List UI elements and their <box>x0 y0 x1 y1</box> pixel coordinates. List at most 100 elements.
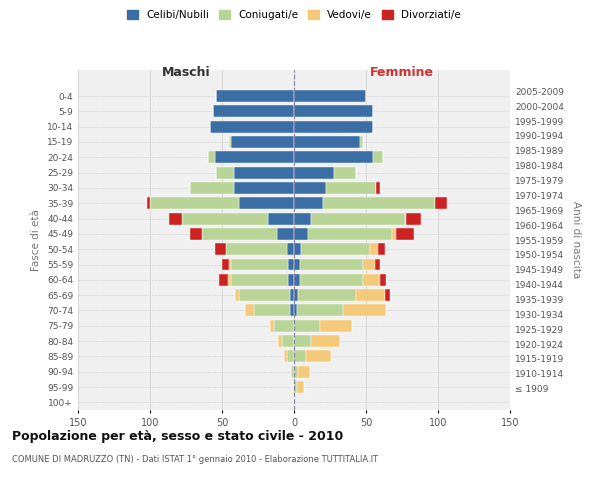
Bar <box>290 289 294 301</box>
Bar <box>294 258 300 270</box>
Bar <box>239 289 290 301</box>
Bar <box>374 258 380 270</box>
Bar <box>216 90 294 102</box>
Bar <box>405 212 406 224</box>
Bar <box>370 243 377 255</box>
Bar <box>147 198 150 209</box>
Bar <box>230 258 288 270</box>
Bar <box>373 152 383 164</box>
Bar <box>290 304 294 316</box>
Bar <box>377 243 385 255</box>
Bar <box>311 212 405 224</box>
Bar <box>230 136 294 148</box>
Bar <box>219 274 228 286</box>
Bar <box>297 304 343 316</box>
Bar <box>294 320 320 332</box>
Bar <box>215 243 226 255</box>
Bar <box>334 166 356 178</box>
Bar <box>269 320 274 332</box>
Bar <box>254 304 290 316</box>
Bar <box>294 136 360 148</box>
Bar <box>376 182 380 194</box>
Y-axis label: Anni di nascita: Anni di nascita <box>571 202 581 278</box>
Bar <box>294 212 311 224</box>
Bar <box>229 258 230 270</box>
Bar <box>301 243 370 255</box>
Bar <box>274 320 294 332</box>
Bar <box>202 228 277 240</box>
Bar <box>305 350 331 362</box>
Text: COMUNE DI MADRUZZO (TN) - Dati ISTAT 1° gennaio 2010 - Elaborazione TUTTITALIA.I: COMUNE DI MADRUZZO (TN) - Dati ISTAT 1° … <box>12 455 378 464</box>
Bar <box>294 106 373 118</box>
Bar <box>311 335 340 347</box>
Bar <box>294 304 297 316</box>
Bar <box>363 274 380 286</box>
Bar <box>392 228 396 240</box>
Y-axis label: Fasce di età: Fasce di età <box>31 209 41 271</box>
Bar <box>294 243 301 255</box>
Bar <box>208 152 215 164</box>
Bar <box>294 274 300 286</box>
Bar <box>300 274 363 286</box>
Bar <box>169 212 182 224</box>
Bar <box>294 90 366 102</box>
Bar <box>239 198 294 209</box>
Bar <box>229 136 230 148</box>
Bar <box>326 182 376 194</box>
Bar <box>288 274 294 286</box>
Bar <box>320 320 352 332</box>
Bar <box>150 198 239 209</box>
Bar <box>406 212 421 224</box>
Bar <box>278 335 283 347</box>
Bar <box>356 289 385 301</box>
Bar <box>277 228 294 240</box>
Bar <box>182 212 268 224</box>
Bar <box>294 228 308 240</box>
Bar <box>294 366 298 378</box>
Bar <box>396 228 413 240</box>
Bar <box>215 152 294 164</box>
Bar <box>235 289 239 301</box>
Bar <box>190 228 202 240</box>
Bar <box>343 304 386 316</box>
Bar <box>230 274 288 286</box>
Bar <box>287 243 294 255</box>
Bar <box>211 120 294 132</box>
Bar <box>308 228 392 240</box>
Bar <box>291 366 294 378</box>
Bar <box>190 182 233 194</box>
Bar <box>233 166 294 178</box>
Bar <box>284 350 287 362</box>
Bar <box>228 274 230 286</box>
Bar <box>294 289 298 301</box>
Bar <box>293 381 294 393</box>
Bar <box>222 258 229 270</box>
Bar <box>323 198 435 209</box>
Bar <box>294 120 373 132</box>
Bar <box>226 243 287 255</box>
Bar <box>216 166 233 178</box>
Text: Femmine: Femmine <box>370 66 434 79</box>
Bar <box>294 166 334 178</box>
Bar <box>294 152 373 164</box>
Bar <box>283 335 294 347</box>
Text: Maschi: Maschi <box>161 66 211 79</box>
Bar <box>268 212 294 224</box>
Bar <box>294 182 326 194</box>
Bar <box>360 136 363 148</box>
Bar <box>385 289 391 301</box>
Bar <box>435 198 446 209</box>
Bar <box>294 198 323 209</box>
Text: Popolazione per età, sesso e stato civile - 2010: Popolazione per età, sesso e stato civil… <box>12 430 343 443</box>
Bar <box>294 335 311 347</box>
Bar <box>380 274 386 286</box>
Bar <box>298 366 310 378</box>
Bar <box>288 258 294 270</box>
Bar <box>297 381 304 393</box>
Bar <box>294 381 297 393</box>
Bar <box>233 182 294 194</box>
Legend: Celibi/Nubili, Coniugati/e, Vedovi/e, Divorziati/e: Celibi/Nubili, Coniugati/e, Vedovi/e, Di… <box>127 10 461 20</box>
Bar <box>294 350 305 362</box>
Bar <box>363 258 374 270</box>
Bar <box>287 350 294 362</box>
